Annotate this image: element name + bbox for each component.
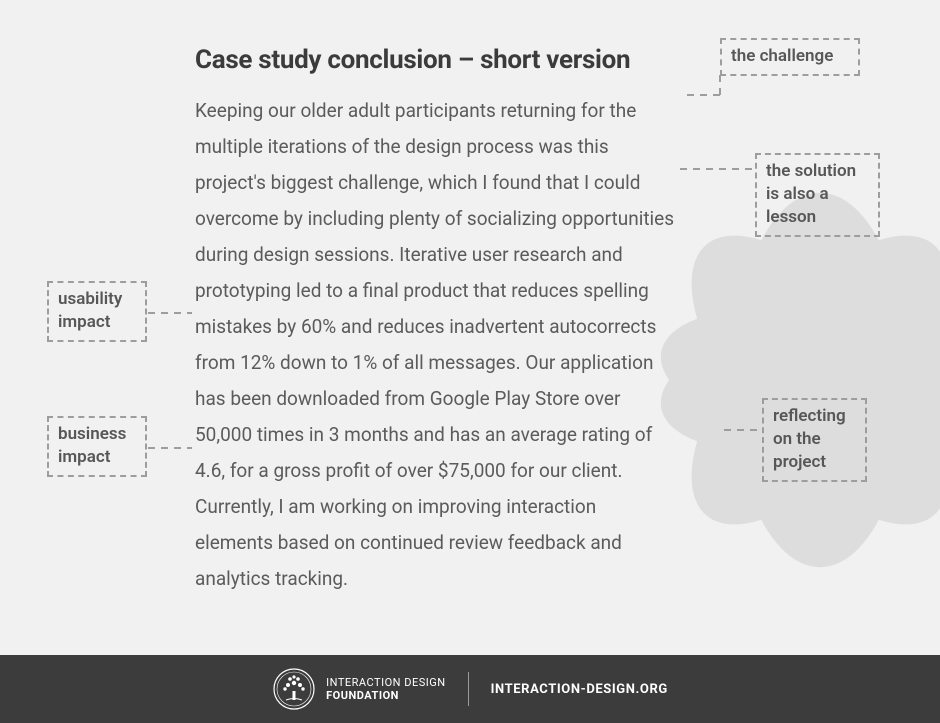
label-the-challenge: the challenge xyxy=(720,38,860,76)
slide-title: Case study conclusion – short version xyxy=(195,45,675,75)
footer-url: INTERACTION-DESIGN.ORG xyxy=(491,682,668,697)
footer-org-name: INTERACTION DESIGN FOUNDATION xyxy=(326,676,445,702)
footer-org-line1: INTERACTION DESIGN xyxy=(326,676,445,689)
label-usability-impact: usability impact xyxy=(47,281,147,342)
footer-bar: INTERACTION DESIGN FOUNDATION INTERACTIO… xyxy=(0,655,940,723)
tree-logo-icon xyxy=(272,667,316,711)
slide-canvas: Case study conclusion – short version Ke… xyxy=(0,0,940,723)
label-solution-lesson: the solution is also a lesson xyxy=(755,153,880,237)
content-block: Case study conclusion – short version Ke… xyxy=(195,45,675,597)
footer-logo: INTERACTION DESIGN FOUNDATION xyxy=(272,667,445,711)
footer-org-line2: FOUNDATION xyxy=(326,689,445,702)
label-reflecting: reflecting on the project xyxy=(762,398,867,482)
slide-body: Keeping our older adult participants ret… xyxy=(195,93,675,597)
footer-divider xyxy=(468,672,469,706)
label-business-impact: business impact xyxy=(47,416,147,477)
